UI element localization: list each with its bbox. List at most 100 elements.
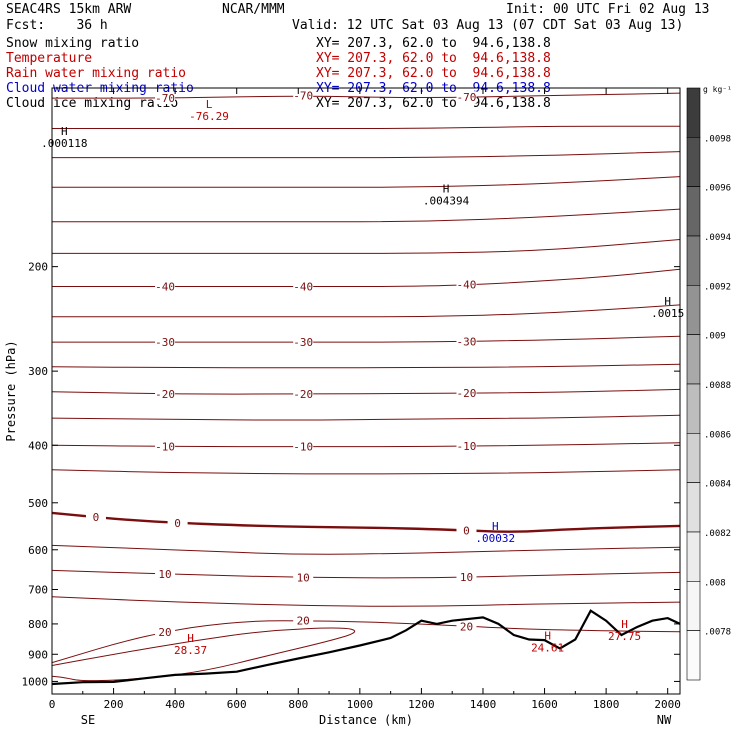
valid-time: Valid: 12 UTC Sat 03 Aug 13 (07 CDT Sat … <box>292 18 684 33</box>
colorbar-label: .009 <box>704 332 726 342</box>
field-xy-range: XY= 207.3, 62.0 to 94.6,138.8 <box>316 66 551 81</box>
extremum-value: 28.37 <box>174 644 207 657</box>
contour-label-bg <box>456 91 477 104</box>
contour-label: -70 <box>457 91 477 104</box>
contour-label: 10 <box>158 568 171 581</box>
contour-label-bg <box>293 280 314 293</box>
temperature-contour <box>52 627 356 682</box>
colorbar-label: .0086 <box>704 430 731 440</box>
x-tick-label: 400 <box>165 698 185 711</box>
field-name: Snow mixing ratio <box>6 36 140 51</box>
contour-label: -30 <box>155 336 175 349</box>
contour-label: -30 <box>457 335 477 348</box>
temperature-contour <box>52 363 680 369</box>
model-title: SEAC4RS 15km ARW <box>6 2 132 17</box>
extremum-symbol: H <box>187 632 194 645</box>
extremum-symbol: H <box>544 630 551 643</box>
temperature-contour <box>52 469 680 475</box>
temperature-contour <box>52 569 680 579</box>
x-tick-label: 1800 <box>593 698 620 711</box>
extremum-symbol: H <box>492 520 499 533</box>
temperature-contour <box>52 208 680 223</box>
endpoint-left-label: SE <box>81 713 95 727</box>
contour-label-bg <box>456 440 477 453</box>
x-tick-label: 0 <box>49 698 56 711</box>
temperature-contour <box>52 268 680 288</box>
colorbar-swatch <box>686 137 701 187</box>
contour-label: 10 <box>297 571 310 584</box>
y-tick-label: 300 <box>28 365 48 378</box>
extremum-symbol: L <box>206 98 213 111</box>
temperature-contour <box>52 414 680 421</box>
extremum-value: .0015 <box>651 307 684 320</box>
y-tick-label: 900 <box>28 648 48 661</box>
y-tick-label: 600 <box>28 544 48 557</box>
temperature-contour <box>52 442 680 448</box>
colorbar-label: .0078 <box>704 628 731 638</box>
temperature-contour <box>52 304 680 318</box>
contour-label: -40 <box>293 280 313 293</box>
y-tick-label: 800 <box>28 618 48 631</box>
x-tick-label: 800 <box>288 698 308 711</box>
colorbar-swatch <box>686 284 701 335</box>
contour-label: -70 <box>293 90 313 103</box>
contour-label-bg <box>293 614 314 627</box>
contour-label-bg <box>155 568 176 581</box>
contour-label-bg <box>456 571 477 584</box>
y-tick-label: 400 <box>28 439 48 452</box>
temperature-contour <box>52 596 680 607</box>
contour-label-bg <box>155 92 176 105</box>
contour-label: -10 <box>293 441 313 454</box>
field-xy-range: XY= 207.3, 62.0 to 94.6,138.8 <box>316 96 551 111</box>
colorbar-label: .008 <box>704 578 726 588</box>
contour-label-bg <box>456 524 477 537</box>
contour-label: 10 <box>460 571 473 584</box>
extremum-value: 27.75 <box>608 630 641 643</box>
x-tick-label: 1000 <box>347 698 374 711</box>
x-tick-label: 1600 <box>531 698 558 711</box>
center-title: NCAR/MMM <box>222 2 285 17</box>
x-tick-label: 200 <box>104 698 124 711</box>
extremum-value: .000118 <box>41 137 87 150</box>
colorbar-swatch <box>686 235 701 286</box>
colorbar-unit: g kg⁻¹ <box>703 85 732 94</box>
extremum-symbol: H <box>61 125 68 138</box>
extremum-value: -76.29 <box>189 110 229 123</box>
x-axis-label: Distance (km) <box>319 713 413 727</box>
colorbar-swatch <box>686 334 701 385</box>
contour-label-bg <box>155 280 176 293</box>
endpoint-right-label: NW <box>657 713 672 727</box>
colorbar-swatch <box>686 383 701 434</box>
contour-label-bg <box>456 620 477 633</box>
field-name: Temperature <box>6 51 93 66</box>
forecast-hour: Fcst: 36 h <box>6 18 108 33</box>
contour-label-bg <box>155 440 176 453</box>
contour-label: 20 <box>158 626 171 639</box>
contour-label: 0 <box>174 517 181 530</box>
colorbar-swatch <box>686 432 701 483</box>
colorbar-swatch <box>686 186 701 237</box>
contour-label-bg <box>293 336 314 349</box>
contour-label-bg <box>456 387 477 400</box>
x-tick-label: 1400 <box>470 698 497 711</box>
init-time: Init: 00 UTC Fri 02 Aug 13 <box>506 2 710 17</box>
contour-label: -10 <box>155 440 175 453</box>
contour-label-bg <box>85 511 106 524</box>
terrain-line <box>52 609 680 686</box>
contour-label: 20 <box>460 620 473 633</box>
contour-label: -30 <box>293 336 313 349</box>
y-tick-label: 700 <box>28 584 48 597</box>
x-tick-label: 600 <box>227 698 247 711</box>
y-tick-label: 1000 <box>22 675 49 688</box>
colorbar-swatch <box>686 580 701 631</box>
colorbar-label: .0088 <box>704 381 731 391</box>
colorbar-swatch <box>686 482 701 533</box>
colorbar-swatch <box>686 630 701 681</box>
contour-label: -20 <box>293 388 313 401</box>
contour-label-bg <box>155 625 176 638</box>
colorbar-label: .0092 <box>704 282 731 292</box>
contour-label: -40 <box>155 280 175 293</box>
contour-label-bg <box>167 516 188 529</box>
temperature-contour <box>52 544 680 555</box>
